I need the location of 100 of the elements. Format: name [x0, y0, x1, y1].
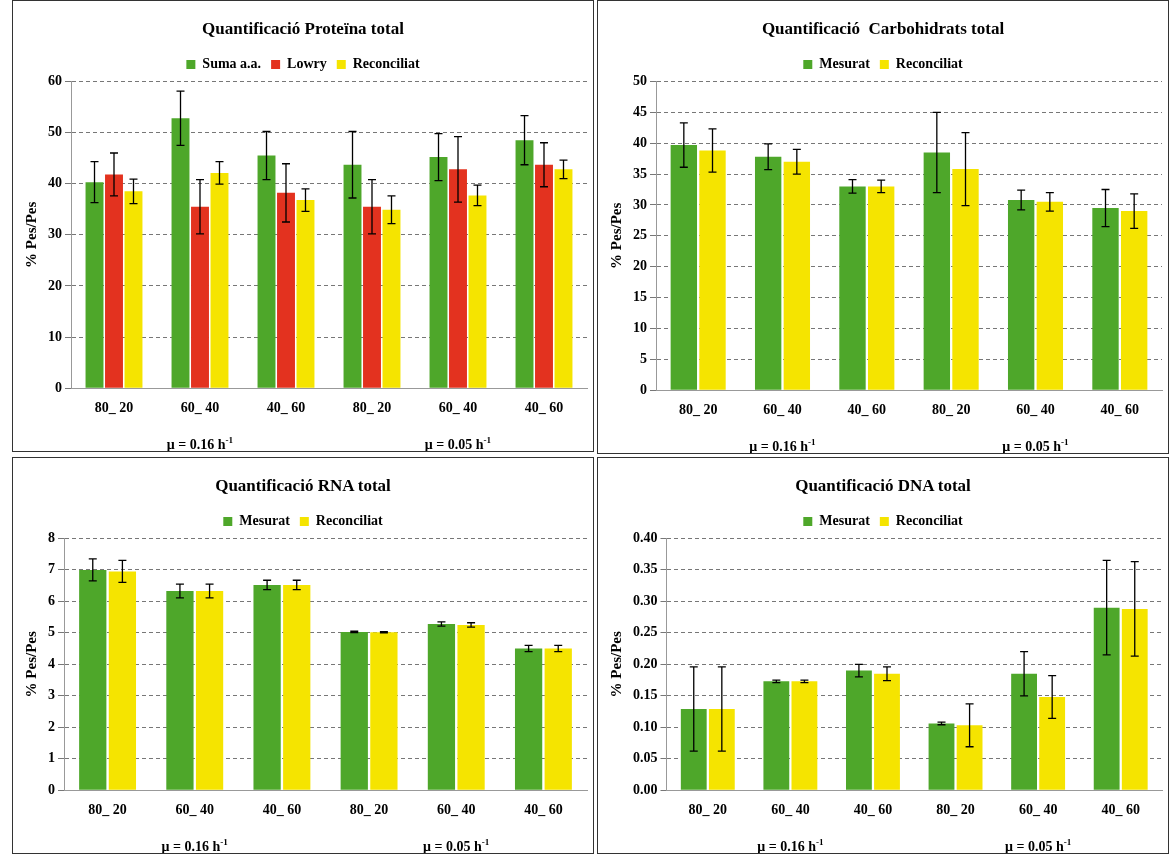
bar — [1039, 697, 1066, 790]
y-tick-label: 0.10 — [633, 718, 658, 734]
x-tick-label: 60_ 40 — [771, 802, 810, 818]
bar — [1121, 608, 1148, 790]
bar — [429, 157, 448, 388]
y-tick-label: 30 — [48, 226, 62, 242]
y-tick-label: 0.30 — [633, 592, 658, 608]
y-tick-label: 10 — [48, 328, 62, 344]
y-tick-label: 8 — [48, 530, 55, 546]
x-tick-label: 80_ 20 — [678, 402, 718, 418]
bar — [166, 590, 194, 790]
y-tick-label: 60 — [48, 73, 62, 89]
y-axis-title: % Pes/Pes — [607, 202, 624, 269]
y-tick-label: 20 — [633, 258, 647, 274]
bar — [210, 172, 229, 388]
legend-label: Suma a.a. — [202, 56, 262, 72]
bar — [449, 169, 467, 388]
legend-label: Lowry — [287, 56, 327, 72]
y-tick-label: 5 — [640, 350, 647, 366]
y-tick-label: 0.20 — [633, 655, 658, 671]
y-tick-label: 45 — [633, 103, 647, 119]
bar — [370, 632, 398, 790]
bar — [839, 186, 866, 390]
legend-label: Reconciliat — [352, 56, 420, 72]
bar — [535, 164, 553, 388]
y-tick-label: 1 — [48, 750, 55, 766]
y-tick-label: 40 — [633, 134, 647, 150]
bar — [867, 186, 895, 390]
y-tick-label: 50 — [48, 124, 62, 140]
bar — [1036, 201, 1064, 390]
bar — [783, 161, 811, 390]
y-tick-label: 25 — [633, 227, 647, 243]
bar — [191, 206, 209, 388]
x-tick-label: 80_ 20 — [688, 802, 728, 818]
legend-label: Mesurat — [819, 513, 871, 529]
bar — [952, 169, 979, 390]
x-tick-label: 40_ 60 — [262, 802, 302, 818]
bar — [515, 140, 534, 388]
y-tick-label: 5 — [48, 624, 55, 640]
bar — [382, 209, 401, 388]
x-tick-label: 40_ 60 — [847, 402, 887, 418]
x-tick-label: 60_ 40 — [180, 400, 220, 416]
bar — [514, 648, 543, 790]
bar — [468, 195, 487, 388]
x-tick-label: 80_ 20 — [931, 402, 971, 418]
x-tick-label: 40_ 60 — [524, 802, 563, 818]
y-tick-label: 0.25 — [633, 624, 658, 640]
x-tick-label: 80_ 20 — [349, 802, 389, 818]
y-tick-label: 0 — [55, 379, 62, 395]
bar — [699, 150, 726, 390]
chart-title: Quantificació RNA total — [215, 475, 392, 495]
bar — [257, 155, 276, 388]
bar — [253, 584, 281, 790]
y-tick-label: 0.05 — [633, 750, 658, 766]
chart-title: Quantificació DNA total — [795, 475, 972, 495]
bar — [1120, 211, 1148, 390]
bar — [105, 174, 123, 388]
bar — [343, 164, 362, 388]
y-tick-label: 20 — [48, 277, 62, 293]
y-tick-label: 15 — [633, 289, 647, 305]
y-tick-label: 0 — [640, 381, 647, 397]
bar — [1011, 673, 1037, 790]
bar — [1007, 199, 1035, 390]
y-tick-label: 0.15 — [633, 687, 658, 703]
bar — [846, 670, 872, 790]
bar — [754, 156, 782, 390]
bar — [763, 681, 790, 790]
bar — [670, 145, 698, 390]
y-axis-title: % Pes/Pes — [22, 201, 39, 268]
bar — [1093, 607, 1120, 790]
y-tick-label: 0.40 — [633, 530, 658, 546]
legend-label: Reconciliat — [315, 513, 384, 529]
bar — [956, 725, 983, 790]
x-tick-label: 40_ 60 — [266, 400, 306, 416]
y-tick-label: 4 — [48, 655, 55, 671]
x-tick-label: 60_ 40 — [763, 402, 802, 418]
x-tick-label: 60_ 40 — [1018, 802, 1058, 818]
bar — [791, 681, 818, 790]
x-tick-label: 80_ 20 — [936, 802, 975, 818]
bar — [874, 673, 900, 790]
bar — [928, 723, 955, 790]
bar — [363, 206, 381, 388]
y-axis-title: % Pes/Pes — [22, 631, 39, 698]
y-tick-label: 7 — [48, 561, 55, 577]
x-tick-label: 60_ 40 — [175, 802, 214, 818]
bar — [171, 118, 190, 388]
y-tick-label: 0.35 — [633, 561, 658, 577]
bar — [277, 192, 295, 388]
chart-title: Quantificació Carbohidrats total — [761, 18, 1005, 38]
x-tick-label: 60_ 40 — [437, 802, 476, 818]
legend-label: Mesurat — [239, 513, 291, 529]
legend-label: Reconciliat — [895, 513, 964, 529]
legend-label: Reconciliat — [895, 56, 964, 72]
legend-label: Mesurat — [819, 56, 871, 72]
y-tick-label: 0.00 — [633, 781, 658, 797]
bar — [544, 648, 572, 790]
x-tick-label: 80_ 20 — [88, 802, 127, 818]
y-tick-label: 10 — [633, 320, 647, 336]
x-tick-label: 80_ 20 — [352, 400, 392, 416]
bar — [85, 182, 104, 388]
